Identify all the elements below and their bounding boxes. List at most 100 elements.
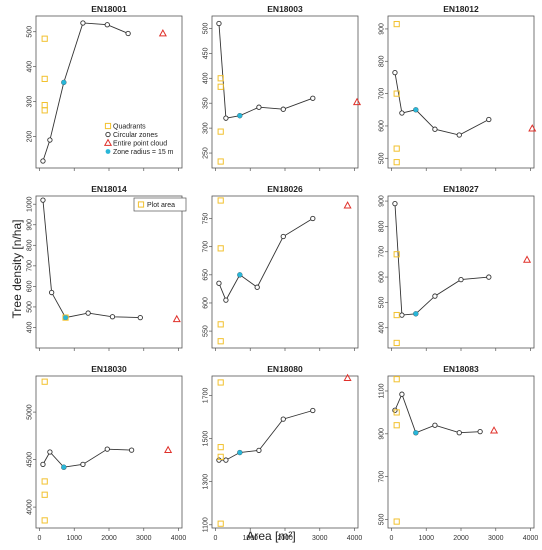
circular-zone-point <box>477 429 483 435</box>
quadrant-point <box>41 378 48 385</box>
quadrant-point <box>217 453 224 460</box>
circular-zones-line <box>42 22 129 162</box>
x-tick-label: 1000 <box>242 535 258 542</box>
plot-frame <box>211 195 359 349</box>
y-tick-label: 500 <box>27 301 34 313</box>
entire-cloud-point <box>343 373 352 382</box>
circular-zone-point <box>104 22 110 28</box>
quadrant-point <box>217 379 224 386</box>
circular-zone-point <box>458 276 464 283</box>
legend-marker <box>137 201 145 208</box>
entire-cloud-point <box>172 314 181 323</box>
circular-zone-point <box>40 461 46 467</box>
x-tick-label: 0 <box>38 535 42 542</box>
quadrant-point <box>393 20 400 28</box>
circular-zone-point <box>223 297 229 303</box>
panel-en18003: EN18003 250 300 350 400 450 500 <box>203 4 362 171</box>
circular-zone-point <box>486 116 492 123</box>
y-tick-label: 500 <box>203 23 210 35</box>
circular-zone-point <box>456 430 462 436</box>
circular-zones-line <box>42 200 141 319</box>
zone-15m-point <box>413 311 419 317</box>
y-tick-label: 600 <box>379 120 386 132</box>
y-tick-label: 600 <box>203 297 210 309</box>
y-tick-label: 700 <box>379 88 386 100</box>
legend-marker <box>105 131 111 138</box>
panel-title: EN18083 <box>443 364 479 374</box>
legend-label: Quadrants <box>113 124 146 131</box>
circular-zone-point <box>280 233 286 240</box>
y-tick-label: 1100 <box>203 517 210 532</box>
quadrant-point <box>393 159 400 166</box>
plot-frame <box>35 375 183 529</box>
circular-zone-point <box>399 312 405 318</box>
x-tick-label: 2000 <box>101 535 117 542</box>
y-tick-label: 800 <box>27 239 34 251</box>
quadrant-point <box>41 107 48 114</box>
circular-zone-point <box>254 284 260 290</box>
y-tick-label: 1500 <box>203 431 210 447</box>
panel-title: EN18003 <box>267 4 303 14</box>
panel-en18080: EN18080 1100 1300 1500 1700 0 1000 2000 3000 4000 <box>203 364 363 542</box>
quadrant-point <box>217 197 224 204</box>
x-tick-label: 3000 <box>136 535 152 542</box>
y-tick-label: 550 <box>203 325 210 337</box>
panel-title: EN18001 <box>91 4 127 14</box>
x-tick-label: 0 <box>390 535 394 542</box>
y-tick-label: 350 <box>203 97 210 109</box>
zone-15m-point <box>237 450 243 455</box>
circular-zone-point <box>280 106 286 112</box>
quadrant-point <box>393 339 400 347</box>
circular-zone-point <box>40 158 46 164</box>
plot-frame <box>387 375 535 529</box>
y-tick-label: 1700 <box>203 388 210 404</box>
entire-cloud-point <box>523 255 532 263</box>
x-tick-label: 3000 <box>312 535 328 542</box>
quadrant-point <box>217 444 224 451</box>
quadrant-point <box>217 338 224 345</box>
plot-frame <box>211 375 359 529</box>
quadrant-point <box>393 376 400 383</box>
circular-zones-line <box>394 72 490 136</box>
panel-title: EN18030 <box>91 364 127 374</box>
entire-cloud-point <box>164 445 173 453</box>
quadrant-point <box>217 83 224 90</box>
x-tick-label: 3000 <box>488 535 504 542</box>
quadrant-point <box>393 311 400 319</box>
y-tick-label: 400 <box>27 322 34 334</box>
panel-en18027: EN18027 400 500 600 700 800 900 <box>379 184 535 351</box>
quadrant-point <box>41 75 48 82</box>
circular-zone-point <box>104 446 110 452</box>
circular-zone-point <box>47 449 53 455</box>
quadrant-point <box>217 75 224 82</box>
quadrant-point <box>393 145 400 152</box>
circular-zone-point <box>432 422 438 428</box>
circular-zone-point <box>310 95 316 101</box>
legend-label: Entire point cloud <box>113 141 167 148</box>
y-axis-label: Tree density [n/ha] <box>10 219 24 319</box>
circular-zone-point <box>392 200 398 207</box>
circular-zones-line <box>394 392 481 434</box>
y-tick-label: 500 <box>379 296 386 308</box>
circular-zone-point <box>256 104 262 110</box>
legend-box <box>133 197 187 212</box>
circular-zone-point <box>456 132 462 138</box>
circular-zone-point <box>216 280 222 286</box>
circular-zone-point <box>216 457 222 463</box>
zone-15m-point <box>237 272 243 278</box>
y-tick-label: 400 <box>203 72 210 84</box>
y-tick-label: 700 <box>379 246 386 258</box>
plot-frame <box>211 15 359 169</box>
circular-zone-point <box>85 310 91 316</box>
circular-zone-point <box>40 197 46 203</box>
circular-zone-point <box>256 447 262 454</box>
circular-zone-point <box>128 447 135 453</box>
quadrant-point <box>217 520 224 527</box>
y-tick-label: 300 <box>203 122 210 134</box>
quadrant-point <box>217 245 224 252</box>
zone-15m-point <box>63 315 68 320</box>
circular-zones-line <box>218 23 313 119</box>
x-axis-label: Area [m²] <box>246 529 296 543</box>
